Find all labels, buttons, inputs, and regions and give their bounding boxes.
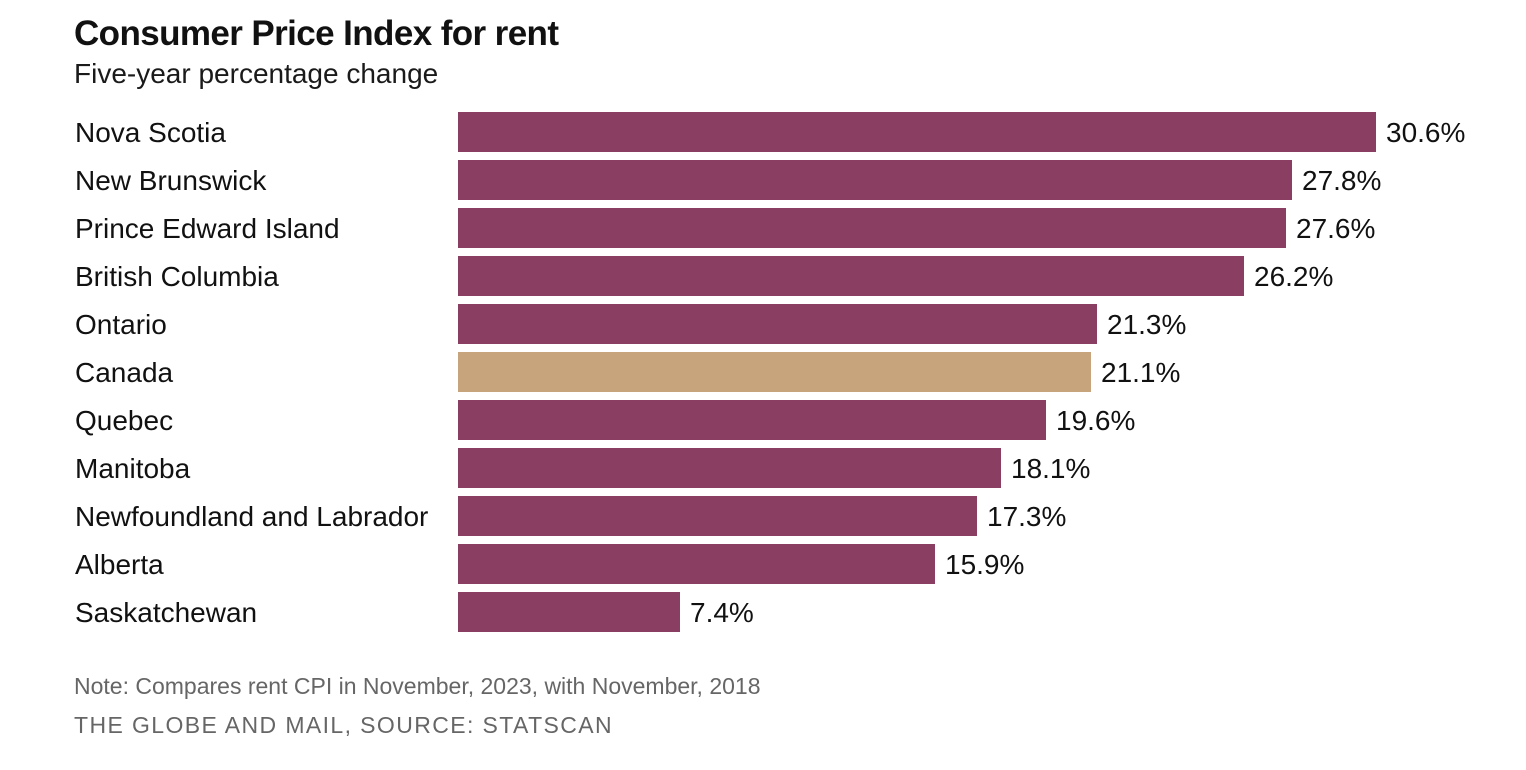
- bar-nova-scotia: [458, 112, 1376, 152]
- value-label-ontario: 21.3%: [1107, 309, 1186, 340]
- category-label-manitoba: Manitoba: [75, 453, 191, 484]
- bar-newfoundland-and-labrador: [458, 496, 977, 536]
- bar-british-columbia: [458, 256, 1244, 296]
- value-label-prince-edward-island: 27.6%: [1296, 213, 1375, 244]
- category-label-saskatchewan: Saskatchewan: [75, 597, 257, 628]
- value-label-quebec: 19.6%: [1056, 405, 1135, 436]
- chart-source: THE GLOBE AND MAIL, SOURCE: STATSCAN: [74, 712, 614, 738]
- value-label-saskatchewan: 7.4%: [690, 597, 754, 628]
- category-label-ontario: Ontario: [75, 309, 167, 340]
- bar-manitoba: [458, 448, 1001, 488]
- category-label-nova-scotia: Nova Scotia: [75, 117, 226, 148]
- value-label-british-columbia: 26.2%: [1254, 261, 1333, 292]
- value-label-newfoundland-and-labrador: 17.3%: [987, 501, 1066, 532]
- bar-new-brunswick: [458, 160, 1292, 200]
- category-label-newfoundland-and-labrador: Newfoundland and Labrador: [75, 501, 428, 532]
- category-label-canada: Canada: [75, 357, 174, 388]
- chart-title: Consumer Price Index for rent: [74, 14, 559, 53]
- category-label-new-brunswick: New Brunswick: [75, 165, 267, 196]
- bar-saskatchewan: [458, 592, 680, 632]
- value-label-alberta: 15.9%: [945, 549, 1024, 580]
- category-label-quebec: Quebec: [75, 405, 173, 436]
- bar-alberta: [458, 544, 935, 584]
- value-label-new-brunswick: 27.8%: [1302, 165, 1381, 196]
- category-label-alberta: Alberta: [75, 549, 164, 580]
- bar-chart: Nova Scotia 30.6% New Brunswick 27.8% Prince…: [75, 112, 1465, 632]
- category-label-prince-edward-island: Prince Edward Island: [75, 213, 340, 244]
- bar-ontario: [458, 304, 1097, 344]
- category-label-british-columbia: British Columbia: [75, 261, 279, 292]
- chart-subtitle: Five-year percentage change: [74, 58, 439, 89]
- chart-note: Note: Compares rent CPI in November, 202…: [74, 673, 761, 699]
- value-label-canada: 21.1%: [1101, 357, 1180, 388]
- bar-quebec: [458, 400, 1046, 440]
- bar-prince-edward-island: [458, 208, 1286, 248]
- value-label-nova-scotia: 30.6%: [1386, 117, 1465, 148]
- value-label-manitoba: 18.1%: [1011, 453, 1090, 484]
- bar-canada: [458, 352, 1091, 392]
